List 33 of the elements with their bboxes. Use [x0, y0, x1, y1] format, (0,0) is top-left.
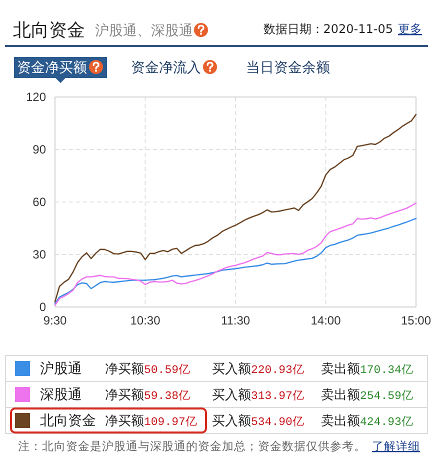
chart-title: 北向资金 [13, 20, 85, 41]
x-tick-label: 10:30 [130, 314, 161, 328]
y-tick-label: 30 [32, 247, 46, 262]
text: 资金净买额 [17, 60, 87, 76]
text: 买入额220.93亿 [212, 362, 304, 377]
text: 当日资金余额 [246, 60, 330, 76]
text: 了解详细 [372, 439, 420, 453]
legend-label: 深股通 [40, 387, 82, 403]
text: 买入额313.97亿 [212, 388, 304, 403]
line-series [54, 218, 417, 304]
line-series [54, 114, 417, 302]
text: 卖出额424.93亿 [321, 414, 414, 429]
text: 净买额50.59亿 [105, 362, 191, 377]
x-tick-label: 11:30 [220, 314, 250, 328]
x-tick-label: 9:30 [43, 314, 67, 328]
x-tick-label: 15:00 [400, 314, 432, 328]
y-tick-label: 60 [32, 194, 46, 209]
x-tick-label: 14:00 [310, 314, 342, 328]
text: 卖出额254.59亿 [321, 388, 414, 403]
text: 数据日期：2020-11-05 [263, 22, 393, 36]
legend-label: 北向资金 [40, 413, 96, 429]
text: 买入额534.90亿 [212, 414, 304, 429]
chart-subtitle: 沪股通、深股通 [95, 23, 193, 39]
text: 资金净流入 [131, 60, 201, 76]
y-tick-label: 0 [39, 300, 46, 314]
text: 净买额109.97亿 [105, 414, 198, 429]
text: 更多 [398, 22, 422, 36]
text: 卖出额170.34亿 [321, 362, 414, 377]
y-tick-label: 90 [32, 142, 46, 156]
text: 注：北向资金是沪股通与深股通的资金加总；资金数据仅供参考。 [18, 439, 366, 453]
y-tick-label: 120 [26, 90, 46, 104]
legend-label: 沪股通 [40, 361, 82, 377]
text: 净买额59.38亿 [105, 388, 191, 403]
